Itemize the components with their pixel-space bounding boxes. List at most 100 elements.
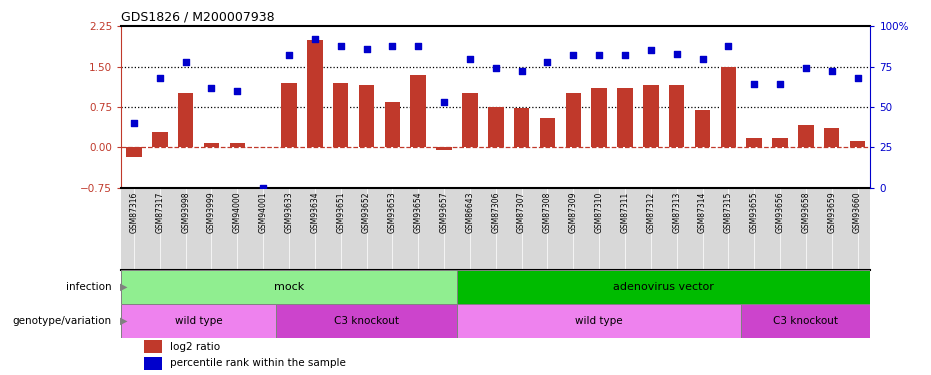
Point — [773, 81, 788, 87]
Bar — [695, 110, 710, 147]
Text: GSM93658: GSM93658 — [802, 192, 810, 233]
Bar — [143, 357, 162, 370]
Text: GSM87308: GSM87308 — [543, 192, 552, 233]
Bar — [121, 304, 277, 338]
Text: GSM87313: GSM87313 — [672, 192, 681, 233]
Point — [566, 52, 581, 58]
Bar — [747, 138, 762, 147]
Text: GSM93633: GSM93633 — [285, 192, 293, 233]
Point — [824, 68, 839, 74]
Bar — [358, 86, 374, 147]
Bar — [281, 83, 297, 147]
Point — [592, 52, 607, 58]
Bar — [143, 340, 162, 352]
Bar — [462, 93, 478, 147]
Text: GSM94001: GSM94001 — [259, 192, 268, 233]
Point — [437, 99, 452, 105]
Point — [127, 120, 142, 126]
Bar — [488, 107, 504, 147]
Bar — [540, 118, 555, 147]
Point — [643, 48, 658, 54]
Bar — [514, 108, 530, 147]
Text: GSM93634: GSM93634 — [310, 192, 319, 233]
Text: GSM87307: GSM87307 — [517, 192, 526, 233]
Text: GSM87311: GSM87311 — [620, 192, 629, 233]
Text: GSM93655: GSM93655 — [749, 192, 759, 233]
Point — [695, 56, 710, 62]
Text: GSM87314: GSM87314 — [698, 192, 707, 233]
Text: GSM87309: GSM87309 — [569, 192, 578, 233]
Point — [411, 43, 425, 49]
Point — [540, 59, 555, 65]
Point — [385, 43, 399, 49]
Point — [669, 51, 684, 57]
Text: GSM93998: GSM93998 — [182, 192, 190, 233]
Point — [463, 56, 478, 62]
Point — [799, 65, 814, 71]
Text: GSM93654: GSM93654 — [413, 192, 423, 233]
Bar — [457, 304, 741, 338]
Text: GSM87315: GSM87315 — [723, 192, 733, 233]
Point — [333, 43, 348, 49]
Text: GSM93999: GSM93999 — [207, 192, 216, 233]
Bar — [385, 102, 400, 147]
Text: C3 knockout: C3 knockout — [334, 316, 399, 326]
Text: C3 knockout: C3 knockout — [774, 316, 839, 326]
Text: GSM93660: GSM93660 — [853, 192, 862, 233]
Bar — [127, 147, 142, 157]
Bar — [617, 88, 633, 147]
Bar — [850, 141, 865, 147]
Bar — [204, 143, 219, 147]
Bar — [643, 86, 658, 147]
Text: percentile rank within the sample: percentile rank within the sample — [169, 358, 345, 369]
Bar — [721, 67, 736, 147]
Point — [747, 81, 762, 87]
Point — [230, 88, 245, 94]
Point — [307, 36, 322, 42]
Point — [489, 65, 504, 71]
Text: GSM87306: GSM87306 — [492, 192, 500, 233]
Bar — [121, 270, 457, 304]
Bar — [773, 138, 788, 147]
Text: ▶: ▶ — [120, 282, 128, 292]
Text: ▶: ▶ — [120, 316, 128, 326]
Text: GSM94000: GSM94000 — [233, 192, 242, 233]
Text: GSM93656: GSM93656 — [776, 192, 785, 233]
Text: GDS1826 / M200007938: GDS1826 / M200007938 — [121, 11, 275, 24]
Bar — [230, 143, 245, 147]
Text: mock: mock — [274, 282, 304, 292]
Text: wild type: wild type — [175, 316, 223, 326]
Text: GSM87312: GSM87312 — [646, 192, 655, 233]
Bar — [668, 86, 684, 147]
Bar — [591, 88, 607, 147]
Bar — [277, 304, 457, 338]
Point — [617, 52, 632, 58]
Bar — [411, 75, 426, 147]
Text: log2 ratio: log2 ratio — [169, 342, 220, 352]
Bar — [457, 270, 870, 304]
Text: GSM87310: GSM87310 — [595, 192, 603, 233]
Point — [178, 59, 193, 65]
Text: GSM87317: GSM87317 — [155, 192, 164, 233]
Bar — [798, 124, 814, 147]
Point — [850, 75, 865, 81]
Text: GSM86643: GSM86643 — [466, 192, 475, 233]
Bar — [333, 83, 348, 147]
Bar — [307, 40, 323, 147]
Point — [256, 184, 271, 190]
Text: GSM93651: GSM93651 — [336, 192, 345, 233]
Text: wild type: wild type — [575, 316, 623, 326]
Text: GSM93653: GSM93653 — [388, 192, 397, 233]
Point — [153, 75, 168, 81]
Text: infection: infection — [66, 282, 112, 292]
Bar — [437, 147, 452, 150]
Text: GSM93657: GSM93657 — [439, 192, 449, 233]
Bar — [741, 304, 870, 338]
Text: GSM93652: GSM93652 — [362, 192, 371, 233]
Text: genotype/variation: genotype/variation — [13, 316, 112, 326]
Text: GSM87316: GSM87316 — [129, 192, 139, 233]
Point — [204, 84, 219, 90]
Bar — [565, 93, 581, 147]
Text: adenovirus vector: adenovirus vector — [614, 282, 714, 292]
Point — [514, 68, 529, 74]
